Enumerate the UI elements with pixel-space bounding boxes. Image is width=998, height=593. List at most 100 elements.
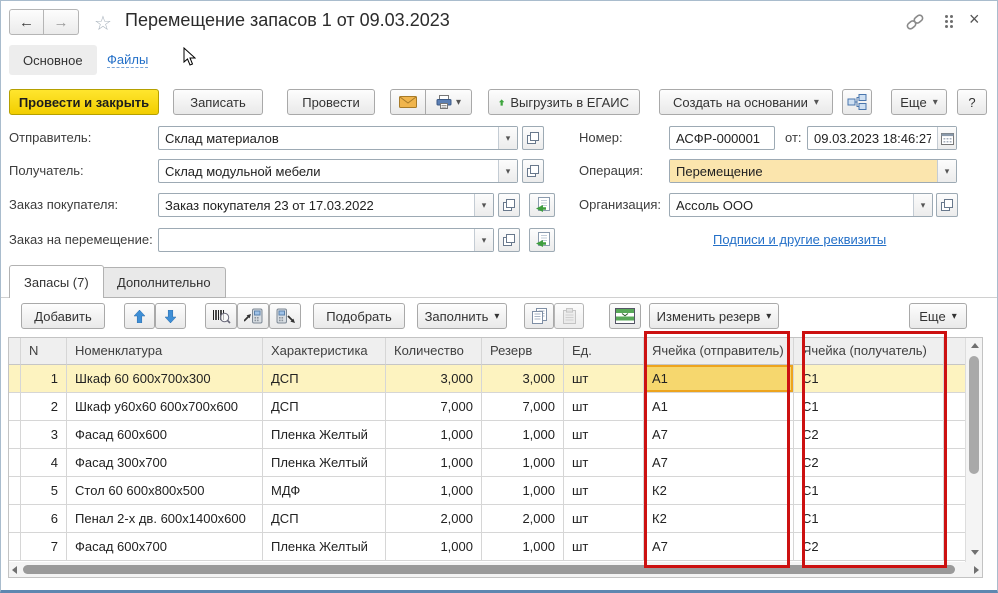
organization-open-button[interactable] (936, 193, 958, 217)
send-email-button[interactable] (390, 89, 426, 115)
unload-to-terminal-button[interactable] (269, 303, 301, 329)
operation-field[interactable]: ▾ (669, 159, 957, 183)
change-reserve-button[interactable]: Изменить резерв ▾ (649, 303, 779, 329)
operation-dropdown-icon[interactable]: ▾ (937, 160, 956, 182)
vertical-scrollbar-thumb[interactable] (969, 356, 979, 474)
table-settings-button[interactable] (609, 303, 641, 329)
header-quantity[interactable]: Количество (386, 338, 482, 365)
sender-input[interactable] (159, 127, 498, 149)
transfer-order-label: Заказ на перемещение: (9, 232, 153, 247)
customer-order-open-button[interactable] (498, 193, 520, 217)
barcode-search-button[interactable] (205, 303, 237, 329)
receiver-field[interactable]: ▾ (158, 159, 518, 183)
post-button[interactable]: Провести (287, 89, 375, 115)
header-characteristic[interactable]: Характеристика (263, 338, 386, 365)
create-based-on-button[interactable]: Создать на основании ▾ (659, 89, 833, 115)
fill-from-transfer-order-button[interactable] (529, 228, 555, 252)
horizontal-scrollbar[interactable] (9, 562, 982, 577)
number-field[interactable] (669, 126, 775, 150)
horizontal-scrollbar-thumb[interactable] (23, 565, 955, 574)
signatures-link[interactable]: Подписи и другие реквизиты (713, 232, 887, 247)
nav-forward-button[interactable]: → (44, 9, 79, 35)
number-input[interactable] (670, 127, 774, 149)
load-from-terminal-button[interactable] (237, 303, 269, 329)
nav-back-button[interactable]: ← (9, 9, 44, 35)
customer-order-input[interactable] (159, 194, 474, 216)
copy-link-icon[interactable] (904, 13, 926, 34)
fill-from-customer-order-button[interactable] (529, 193, 555, 217)
table-row[interactable]: 7 Фасад 600х700 Пленка Желтый 1,000 1,00… (9, 533, 965, 561)
scroll-right-icon[interactable] (974, 566, 979, 574)
envelope-icon (399, 96, 417, 108)
selected-cell[interactable]: А1 (644, 365, 794, 393)
sender-open-button[interactable] (522, 126, 544, 150)
receiver-label: Получатель: (9, 163, 84, 178)
calendar-icon (940, 132, 954, 145)
calendar-button[interactable] (937, 127, 956, 149)
save-button[interactable]: Записать (173, 89, 263, 115)
receiver-input[interactable] (159, 160, 498, 182)
tab-main[interactable]: Основное (9, 45, 97, 75)
table-rows-icon (615, 308, 635, 324)
organization-field[interactable]: ▾ (669, 193, 933, 217)
paste-row-button[interactable] (554, 303, 584, 329)
fill-from-document-icon (536, 197, 550, 212)
organization-input[interactable] (670, 194, 913, 216)
number-label: Номер: (579, 130, 623, 145)
table-row[interactable]: 6 Пенал 2-х дв. 600х1400х600 ДСП 2,000 2… (9, 505, 965, 533)
scroll-up-icon[interactable] (971, 343, 979, 348)
transfer-order-input[interactable] (159, 229, 474, 251)
pick-items-button[interactable]: Подобрать (313, 303, 405, 329)
transfer-order-dropdown-icon[interactable]: ▾ (474, 229, 493, 251)
customer-order-field[interactable]: ▾ (158, 193, 494, 217)
more-menu-icon[interactable] (945, 15, 953, 28)
table-row[interactable]: 2 Шкаф у60х60 600х700х600 ДСП 7,000 7,00… (9, 393, 965, 421)
header-nomenclature[interactable]: Номенклатура (67, 338, 263, 365)
document-structure-icon (847, 94, 867, 110)
operation-input[interactable] (670, 160, 937, 182)
open-icon (527, 132, 539, 144)
move-row-up-button[interactable] (124, 303, 155, 329)
header-cell-to[interactable]: Ячейка (получатель) (794, 338, 944, 365)
organization-dropdown-icon[interactable]: ▾ (913, 194, 932, 216)
customer-order-dropdown-icon[interactable]: ▾ (474, 194, 493, 216)
sender-dropdown-icon[interactable]: ▾ (498, 127, 517, 149)
add-row-button[interactable]: Добавить (21, 303, 105, 329)
forward-arrow-icon: → (53, 13, 69, 31)
header-cell-from[interactable]: Ячейка (отправитель) (644, 338, 794, 365)
receiver-open-button[interactable] (522, 159, 544, 183)
header-reserve[interactable]: Резерв (482, 338, 564, 365)
sender-field[interactable]: ▾ (158, 126, 518, 150)
scroll-left-icon[interactable] (12, 566, 17, 574)
help-button[interactable]: ? (957, 89, 987, 115)
related-documents-button[interactable] (842, 89, 872, 115)
more-actions-button[interactable]: Еще ▾ (891, 89, 947, 115)
table-more-button[interactable]: Еще ▾ (909, 303, 967, 329)
tab-files[interactable]: Файлы (107, 52, 149, 68)
transfer-order-field[interactable]: ▾ (158, 228, 494, 252)
date-input[interactable] (808, 127, 937, 149)
date-prefix-label: от: (785, 130, 802, 145)
vertical-scrollbar[interactable] (965, 338, 982, 562)
date-field[interactable] (807, 126, 957, 150)
scroll-down-icon[interactable] (971, 550, 979, 555)
print-button[interactable]: ▾ (426, 89, 472, 115)
post-and-close-button[interactable]: Провести и закрыть (9, 89, 159, 115)
header-n[interactable]: N (21, 338, 67, 365)
table-row[interactable]: 1 Шкаф 60 600х700х300 ДСП 3,000 3,000 шт… (9, 365, 965, 393)
tab-stock[interactable]: Запасы (7) (9, 265, 104, 298)
table-row[interactable]: 4 Фасад 300х700 Пленка Желтый 1,000 1,00… (9, 449, 965, 477)
export-egais-button[interactable]: Выгрузить в ЕГАИС (488, 89, 640, 115)
copy-row-button[interactable] (524, 303, 554, 329)
table-row[interactable]: 5 Стол 60 600х800х500 МДФ 1,000 1,000 шт… (9, 477, 965, 505)
table-row[interactable]: 3 Фасад 600х600 Пленка Желтый 1,000 1,00… (9, 421, 965, 449)
transfer-order-open-button[interactable] (498, 228, 520, 252)
close-icon[interactable]: × (969, 9, 980, 29)
favorite-star-icon[interactable]: ☆ (94, 13, 112, 35)
fill-button[interactable]: Заполнить ▾ (417, 303, 507, 329)
move-row-down-button[interactable] (155, 303, 186, 329)
header-unit[interactable]: Ед. (564, 338, 644, 365)
receiver-dropdown-icon[interactable]: ▾ (498, 160, 517, 182)
tab-additional[interactable]: Дополнительно (102, 267, 226, 298)
